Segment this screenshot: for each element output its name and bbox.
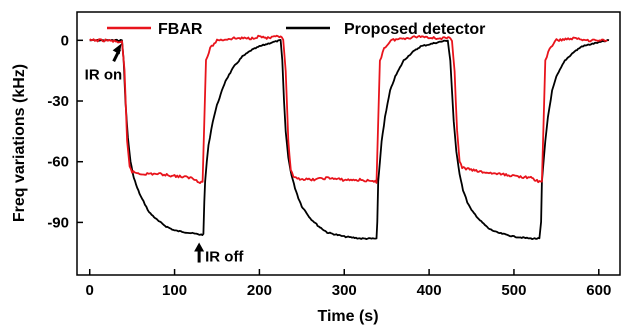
legend-label-proposed-detector: Proposed detector	[344, 21, 485, 38]
ir-on-label: IR on	[85, 66, 123, 83]
ir-off-arrowhead	[194, 242, 205, 252]
legend-label-fbar: FBAR	[158, 21, 203, 38]
series-layer	[89, 34, 610, 240]
y-tick-label-0: 0	[61, 32, 69, 49]
y-axis-label: Freq variations (kHz)	[11, 64, 28, 222]
x-tick-label-600: 600	[586, 282, 611, 299]
x-axis-label: Time (s)	[317, 308, 378, 325]
series-line-fbar	[89, 34, 608, 184]
x-tick-label-200: 200	[247, 282, 272, 299]
x-tick-label-500: 500	[501, 282, 526, 299]
y-tick-label--90: -90	[47, 214, 69, 231]
x-tick-label-0: 0	[86, 282, 94, 299]
series-line-proposed-detector	[89, 38, 610, 240]
y-tick-label--60: -60	[47, 154, 69, 171]
x-axis-ticks: 0 100 200 300 400 500 600	[86, 269, 611, 299]
x-tick-label-100: 100	[162, 282, 187, 299]
ir-off-label: IR off	[205, 249, 244, 266]
legend: FBAR Proposed detector	[107, 21, 485, 38]
x-tick-label-300: 300	[332, 282, 357, 299]
plot-frame	[76, 11, 621, 276]
x-tick-label-400: 400	[417, 282, 442, 299]
y-axis-ticks: 0 -30 -60 -90	[47, 32, 83, 231]
y-tick-label--30: -30	[47, 93, 69, 110]
annotation-layer: IR on IR off	[85, 43, 244, 266]
ir-on-arrowhead	[112, 43, 122, 55]
